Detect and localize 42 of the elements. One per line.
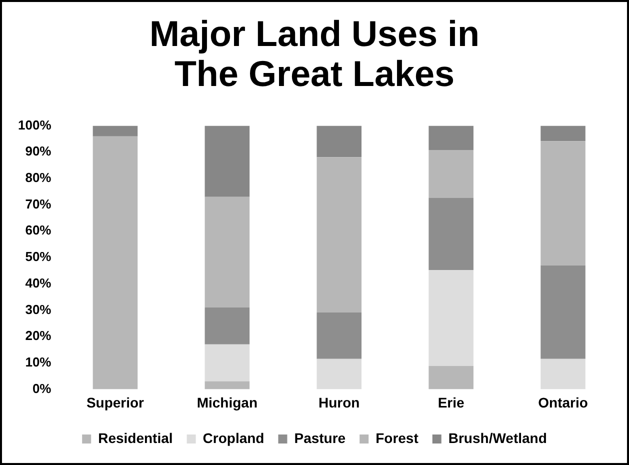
y-tick-label: 100%: [18, 117, 52, 132]
y-tick-label: 70%: [25, 196, 52, 212]
x-tick-label: Michigan: [196, 394, 258, 410]
y-tick-label: 10%: [25, 354, 52, 370]
bar: [428, 270, 474, 366]
legend-label: Residential: [98, 430, 173, 446]
y-tick-label: 30%: [25, 302, 52, 317]
bar: [428, 198, 474, 270]
bar: [540, 141, 586, 266]
y-tick-label: 50%: [25, 249, 52, 264]
bar: [428, 126, 474, 150]
bar: [92, 136, 138, 390]
bar: [204, 196, 250, 308]
bar: [316, 312, 362, 359]
x-tick-label: Superior: [86, 394, 145, 410]
x-tick-label: Huron: [318, 394, 360, 410]
bar: [540, 126, 586, 142]
bar: [204, 381, 250, 390]
bar: [204, 344, 250, 382]
legend-label: Forest: [376, 430, 419, 446]
legend-label: Brush/Wetland: [448, 430, 547, 446]
y-tick-label: 20%: [25, 328, 52, 344]
bar: [316, 157, 362, 313]
legend-label: Pasture: [294, 430, 346, 446]
bar: [428, 150, 474, 198]
x-tick-label: Ontario: [538, 394, 588, 410]
bar: [92, 126, 138, 136]
bar: [204, 126, 250, 197]
y-tick-label: 80%: [25, 170, 52, 186]
bar: [540, 265, 586, 359]
y-tick-label: 0%: [32, 380, 52, 396]
legend-label: Cropland: [202, 430, 264, 446]
bar: [316, 358, 362, 390]
bar: [428, 366, 474, 390]
bar: [540, 358, 586, 390]
bar: [204, 308, 250, 344]
chart-title: Major Land Uses in The Great Lakes: [148, 13, 481, 94]
y-tick-label: 60%: [25, 222, 52, 238]
bar: [316, 126, 362, 158]
x-tick-label: Erie: [438, 394, 465, 410]
y-tick-label: 40%: [25, 275, 52, 290]
y-tick-label: 90%: [25, 144, 52, 159]
